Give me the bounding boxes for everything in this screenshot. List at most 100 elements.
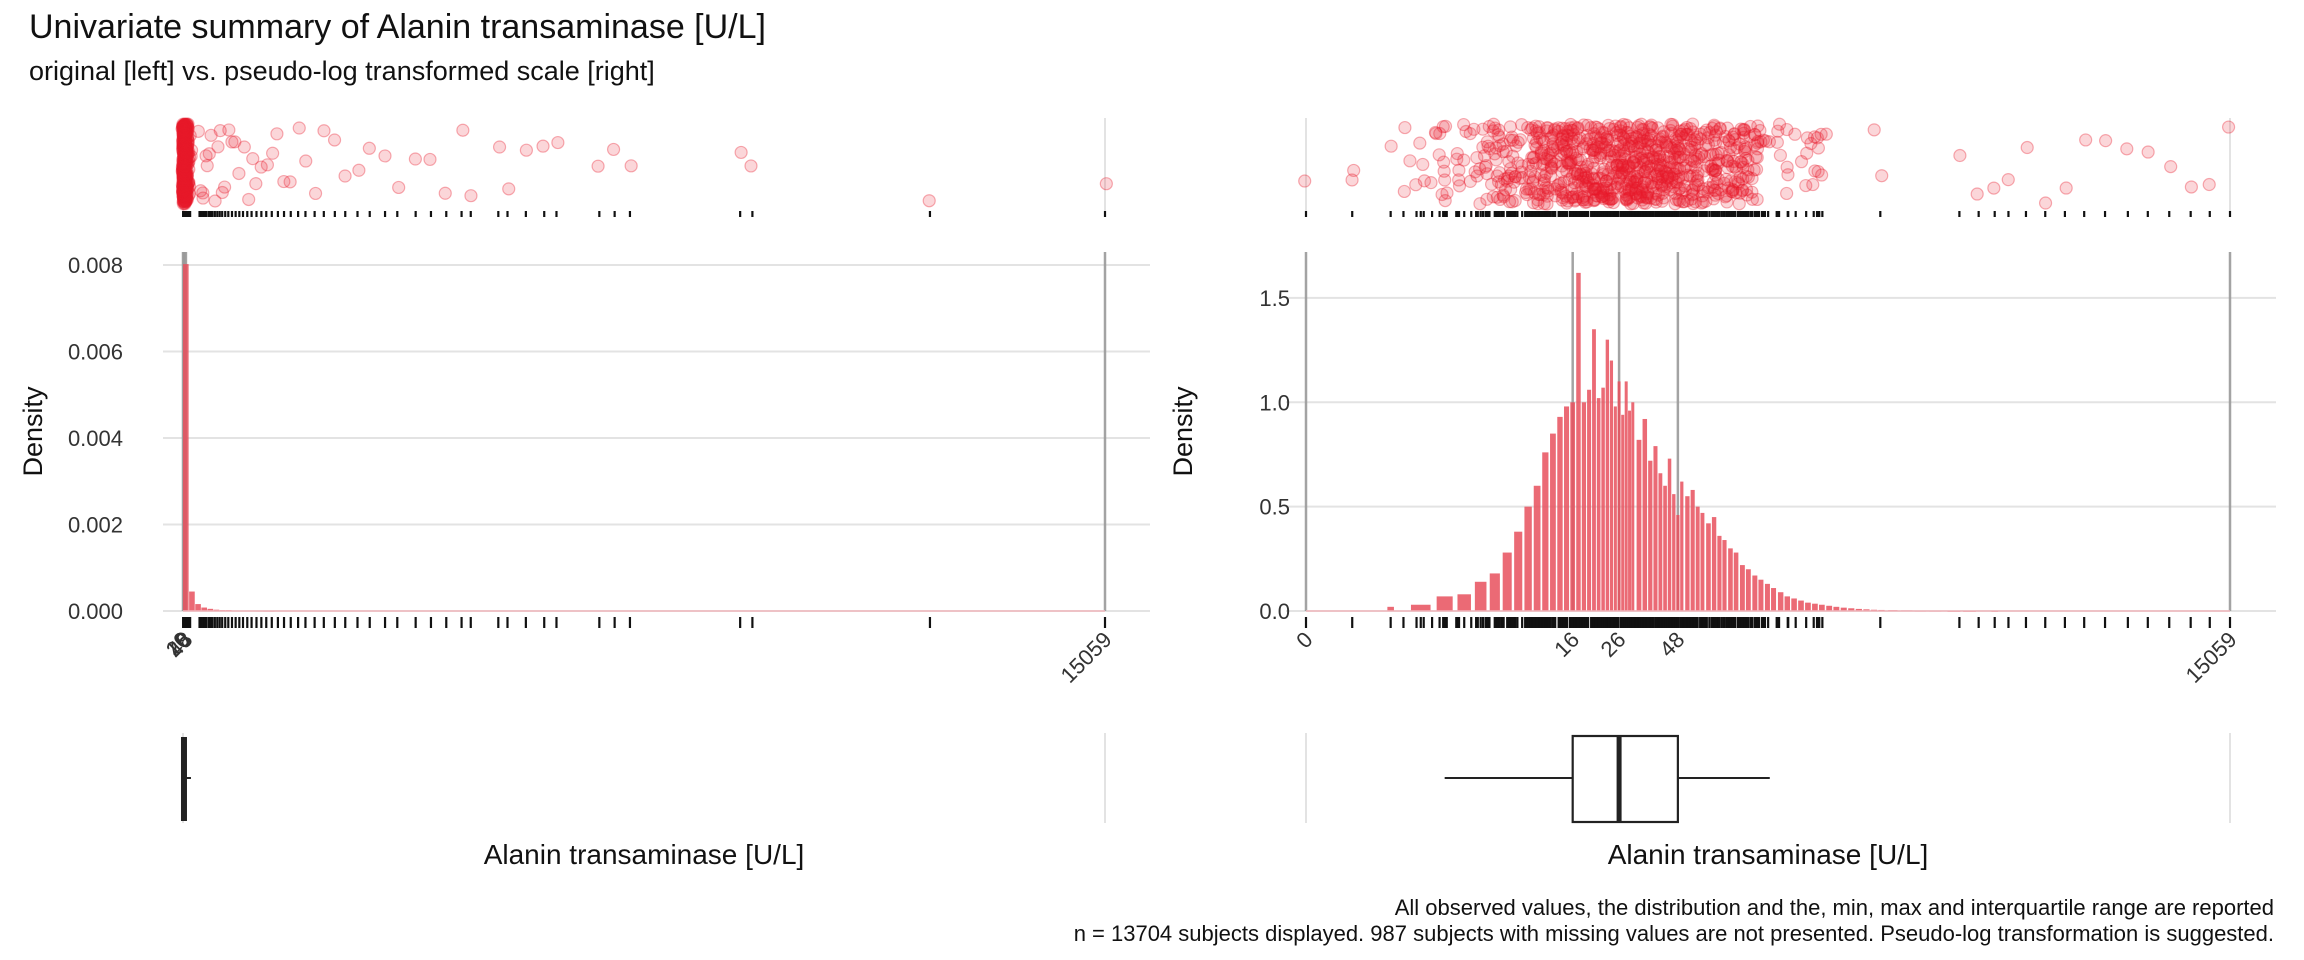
jitter-point — [176, 147, 190, 161]
jitter-point — [177, 139, 191, 153]
footnote-line-2: n = 13704 subjects displayed. 987 subjec… — [1073, 921, 2274, 946]
histogram-bar — [1489, 573, 1500, 611]
jitter-point — [1620, 177, 1634, 192]
jitter-point — [1645, 179, 1659, 193]
jitter-point — [178, 190, 192, 205]
jitter-point — [1640, 132, 1655, 146]
jitter-point — [1619, 118, 1633, 132]
jitter-point — [179, 194, 193, 209]
jitter-point — [1697, 164, 1711, 178]
jitter-point — [1606, 122, 1621, 137]
jitter-point — [606, 142, 621, 157]
jitter-point — [1604, 192, 1618, 207]
histogram-bar — [1680, 481, 1684, 611]
jitter-point — [1727, 127, 1742, 141]
jitter-point — [176, 180, 190, 194]
jitter-point — [1533, 131, 1547, 145]
jitter-point — [1594, 146, 1608, 160]
jitter-point — [178, 166, 193, 181]
jitter-point — [1503, 120, 1517, 134]
jitter-point — [1815, 168, 1829, 182]
jitter-point — [1479, 159, 1493, 173]
jitter-point — [178, 146, 192, 160]
jitter-point — [180, 147, 194, 162]
jitter-point — [181, 120, 195, 135]
jitter-point — [1524, 182, 1538, 196]
jitter-point — [1529, 124, 1543, 138]
jitter-point — [1559, 145, 1574, 159]
jitter-point — [1619, 125, 1633, 140]
jitter-point — [1554, 185, 1568, 199]
jitter-point — [177, 177, 191, 191]
jitter-point — [1537, 173, 1551, 187]
jitter-point — [1527, 186, 1542, 200]
jitter-point — [1743, 129, 1757, 144]
jitter-point — [179, 178, 193, 192]
jitter-point — [176, 156, 191, 170]
jitter-point — [1502, 155, 1516, 169]
jitter-point — [1577, 189, 1591, 203]
jitter-point — [178, 189, 192, 203]
jitter-point — [176, 190, 190, 204]
jitter-point — [178, 123, 192, 137]
jitter-point — [1665, 117, 1680, 132]
jitter-point — [1697, 150, 1711, 164]
jitter-point — [1810, 131, 1824, 145]
jitter-point — [178, 147, 192, 161]
jitter-point — [178, 117, 192, 131]
jitter-point — [177, 137, 191, 151]
jitter-point — [179, 143, 193, 157]
jitter-point — [1570, 167, 1584, 182]
jitter-point — [1655, 194, 1669, 208]
jitter-point — [1580, 195, 1594, 209]
jitter-point — [179, 190, 193, 204]
jitter-point — [1496, 145, 1510, 159]
x-axis-label: Alanin transaminase [U/L] — [1608, 839, 1929, 870]
jitter-point — [1718, 190, 1732, 204]
jitter-point — [176, 136, 191, 150]
histogram-bar — [1533, 485, 1541, 611]
jitter-point — [176, 185, 190, 200]
jitter-point — [1450, 146, 1464, 161]
jitter-point — [1519, 185, 1533, 200]
jitter-point — [1627, 150, 1642, 164]
jitter-point — [1567, 176, 1582, 190]
jitter-point — [176, 166, 190, 180]
jitter-point — [178, 136, 192, 150]
jitter-point — [1568, 166, 1582, 181]
jitter-point — [1656, 159, 1670, 173]
jitter-point — [1650, 152, 1665, 166]
jitter-point — [1440, 186, 1454, 200]
jitter-point — [176, 168, 190, 182]
jitter-point — [1601, 118, 1615, 132]
jitter-point — [177, 193, 192, 207]
histogram-bar — [1739, 565, 1745, 611]
jitter-point — [182, 162, 196, 176]
jitter-point — [180, 179, 194, 193]
histogram-bar — [1685, 496, 1690, 611]
jitter-point — [1780, 186, 1794, 201]
jitter-point — [1681, 194, 1695, 208]
jitter-point — [178, 118, 192, 132]
y-tick-label: 0.006 — [68, 339, 123, 364]
jitter-point — [327, 133, 342, 147]
jitter-point — [1534, 148, 1548, 162]
histogram-bar — [1621, 414, 1625, 611]
jitter-point — [178, 184, 193, 198]
jitter-point — [1711, 172, 1725, 186]
jitter-point — [176, 123, 191, 137]
jitter-point — [1488, 147, 1502, 161]
jitter-point — [1644, 191, 1658, 205]
jitter-point — [1671, 193, 1686, 207]
histogram-bar — [1805, 602, 1811, 611]
jitter-point — [1701, 131, 1715, 145]
jitter-point — [178, 188, 192, 202]
jitter-point — [1551, 124, 1566, 139]
histogram-bar — [1676, 514, 1680, 611]
jitter-point — [1504, 182, 1518, 197]
jitter-point — [1579, 179, 1594, 194]
jitter-point — [1556, 129, 1570, 143]
jitter-point — [502, 182, 516, 196]
histogram-bar — [1596, 398, 1601, 611]
jitter-point — [1507, 175, 1521, 189]
